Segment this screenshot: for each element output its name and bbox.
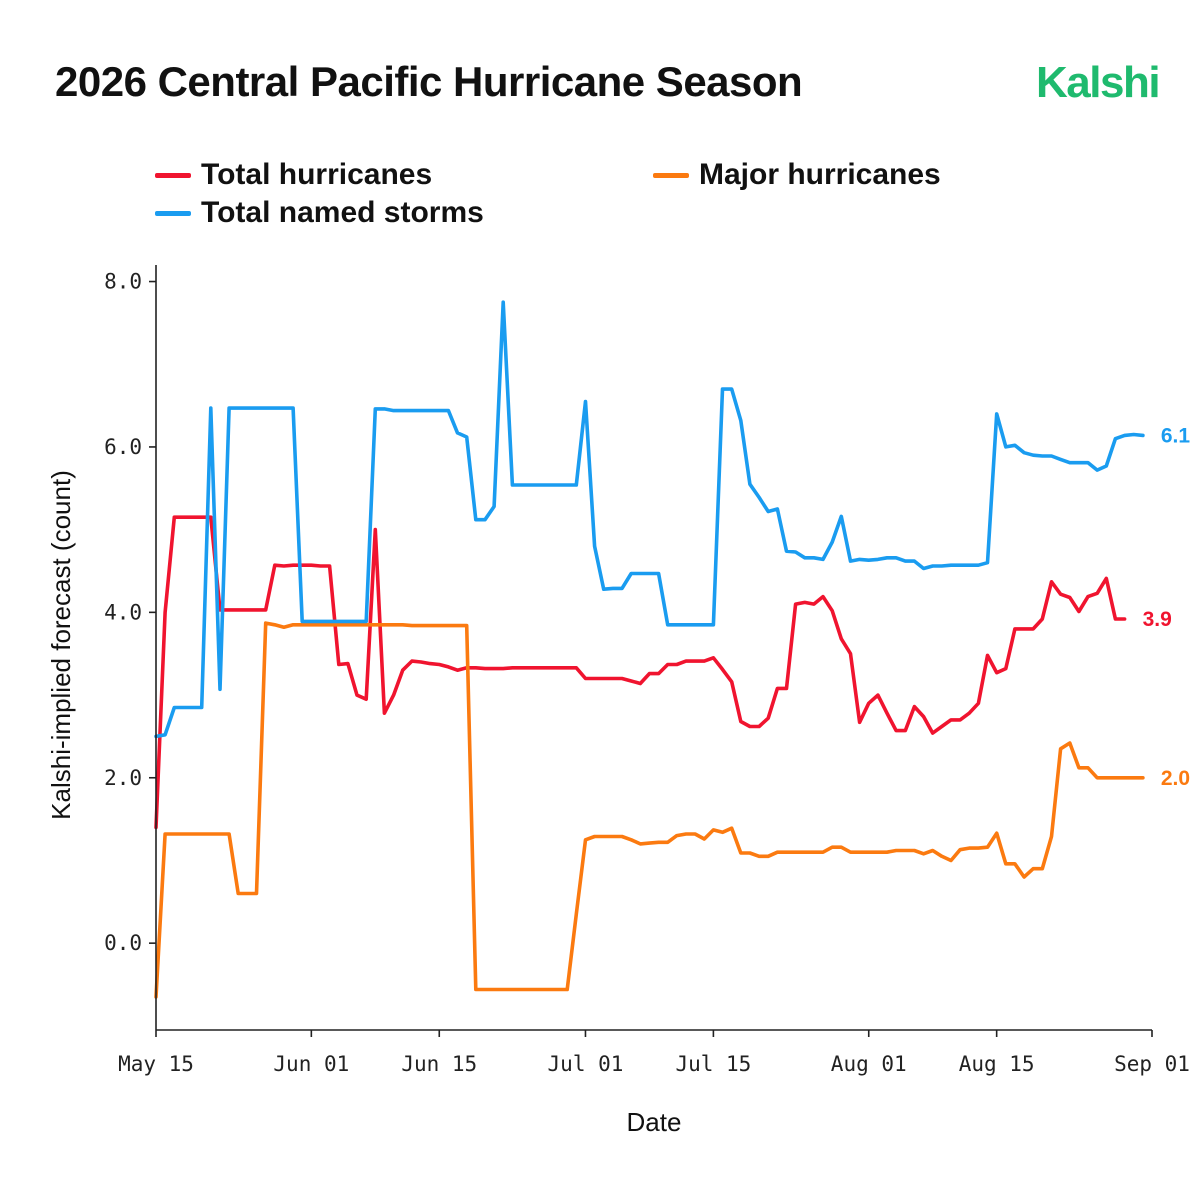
x-tick-label: Aug 01 <box>831 1052 907 1076</box>
kalshi-logo: Kalshi <box>1036 58 1161 107</box>
legend-swatch-total-hurricanes <box>155 172 191 178</box>
y-tick-label: 4.0 <box>104 600 142 624</box>
end-label-major-hurricanes: 2.0 <box>1161 767 1190 790</box>
x-tick-label: Aug 15 <box>959 1052 1035 1076</box>
x-tick-label: Jul 15 <box>675 1052 751 1076</box>
y-axis-title: Kalshi-implied forecast (count) <box>46 470 76 820</box>
legend-item-major-hurricanes: Major hurricanes <box>653 157 941 193</box>
x-tick-label: Jun 01 <box>273 1052 349 1076</box>
chart-title: 2026 Central Pacific Hurricane Season <box>55 58 803 105</box>
legend-label-total-named-storms: Total named storms <box>201 196 484 229</box>
series-line-major-hurricanes <box>154 621 1145 999</box>
end-label-total-hurricanes: 3.9 <box>1143 608 1172 631</box>
legend-item-total-named-storms: Total named storms <box>155 195 484 231</box>
y-tick-label: 8.0 <box>104 270 142 294</box>
series-layer: 3.9 2.0 6.1 <box>154 300 1191 999</box>
legend-label-total-hurricanes: Total hurricanes <box>201 158 433 191</box>
series-line-total-hurricanes <box>154 515 1127 830</box>
y-tick-label: 6.0 <box>104 435 142 459</box>
x-tick-label: Sep 01 <box>1114 1052 1190 1076</box>
legend-swatch-total-named-storms <box>155 210 191 216</box>
x-tick-label: Jun 15 <box>401 1052 477 1076</box>
legend-label-major-hurricanes: Major hurricanes <box>699 158 941 191</box>
series-line-total-named-storms <box>154 300 1145 739</box>
y-tick-label: 0.0 <box>104 931 142 955</box>
legend-item-total-hurricanes: Total hurricanes <box>155 157 432 193</box>
axes-layer: 0.0 2.0 4.0 6.0 8.0 May 15 Jun 01 Jun 15 Jul 01 J… <box>104 265 1190 1076</box>
x-tick-label: Jul 01 <box>548 1052 624 1076</box>
x-tick-label: May 15 <box>118 1052 194 1076</box>
legend-swatch-major-hurricanes <box>653 172 689 178</box>
end-label-total-named-storms: 6.1 <box>1161 424 1191 447</box>
x-axis-title: Date <box>627 1107 682 1137</box>
y-tick-label: 2.0 <box>104 766 142 790</box>
